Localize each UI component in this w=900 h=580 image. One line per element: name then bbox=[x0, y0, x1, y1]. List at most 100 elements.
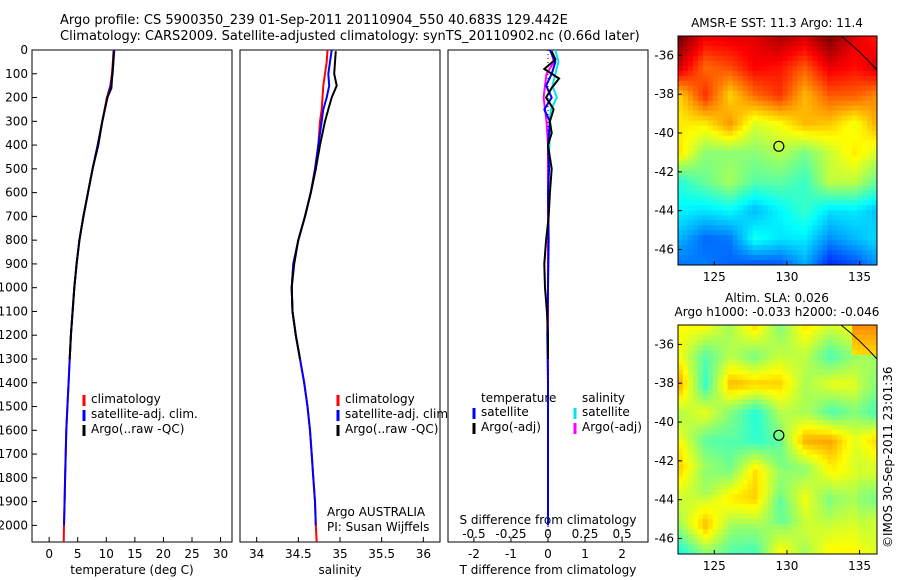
sst-map-cell bbox=[812, 75, 818, 82]
sst-map-cell bbox=[682, 210, 689, 216]
sla-map-cell bbox=[792, 339, 798, 346]
sst-map-cell bbox=[737, 95, 744, 102]
sst-map-cell bbox=[857, 130, 863, 136]
sla-map-cell bbox=[867, 464, 873, 470]
sla-map-cell bbox=[678, 439, 684, 445]
sst-map-cell bbox=[707, 40, 714, 47]
sst-map-cell bbox=[807, 170, 813, 176]
sst-map-cell bbox=[722, 215, 729, 221]
sst-map-cell bbox=[712, 235, 719, 241]
sst-map-cell bbox=[777, 175, 783, 181]
sla-map-cell bbox=[872, 509, 878, 515]
sla-map-cell bbox=[747, 394, 754, 401]
sla-map-cell bbox=[802, 339, 808, 346]
sla-map-cell bbox=[722, 339, 729, 346]
sla-map-cell bbox=[842, 544, 848, 550]
sla-map-cell bbox=[722, 484, 729, 490]
sla-map-cell bbox=[762, 494, 768, 500]
sst-map-cell bbox=[822, 200, 828, 206]
sst-map-cell bbox=[867, 165, 873, 171]
sst-map-cell bbox=[752, 195, 759, 201]
sla-map-cell bbox=[678, 434, 684, 440]
sla-map-cell bbox=[702, 474, 709, 480]
sla-map-cell bbox=[732, 379, 739, 386]
sla-map-cell bbox=[852, 334, 858, 341]
sla-map-cell bbox=[707, 514, 714, 520]
sst-map-cell bbox=[867, 36, 873, 42]
sst-map-cell bbox=[732, 36, 739, 42]
sla-map-cell bbox=[727, 474, 734, 480]
sla-map-cell bbox=[732, 404, 739, 411]
sst-map-cell bbox=[777, 110, 783, 117]
sst-map-cell bbox=[752, 200, 759, 206]
sla-map-cell bbox=[837, 419, 843, 425]
sla-map-cell bbox=[682, 419, 689, 425]
sla-map-cell bbox=[852, 484, 858, 490]
sla-map-ytick-label: -40 bbox=[654, 415, 674, 429]
sla-map-cell bbox=[792, 464, 798, 470]
sla-map-cell bbox=[767, 499, 773, 505]
sla-map-cell bbox=[842, 464, 848, 470]
sst-map-cell bbox=[782, 145, 788, 151]
sla-map-cell bbox=[782, 429, 788, 435]
sst-map-cell bbox=[817, 90, 823, 97]
sst-map-cell bbox=[812, 230, 818, 236]
sst-map-cell bbox=[717, 195, 724, 201]
sla-map-cell bbox=[812, 529, 818, 535]
sla-map-cell bbox=[707, 399, 714, 406]
sla-map-cell bbox=[807, 419, 813, 425]
sla-map-cell bbox=[777, 384, 783, 391]
sst-map-cell bbox=[737, 80, 744, 87]
sst-map-cell bbox=[817, 160, 823, 166]
sla-map-cell bbox=[727, 529, 734, 535]
sla-map-cell bbox=[767, 354, 773, 361]
sst-map-cell bbox=[707, 160, 714, 166]
sst-map-cell bbox=[702, 185, 709, 191]
sla-map-cell bbox=[767, 374, 773, 381]
sla-map-cell bbox=[872, 424, 878, 430]
sla-map-cell bbox=[862, 489, 868, 495]
sla-map-cell bbox=[722, 524, 729, 530]
sla-map-cell bbox=[697, 494, 704, 500]
sst-map-cell bbox=[792, 205, 798, 211]
sla-map-cell bbox=[742, 479, 749, 485]
sla-map-cell bbox=[707, 499, 714, 505]
sla-map-cell bbox=[682, 459, 689, 465]
sst-map-cell bbox=[802, 100, 808, 107]
sst-map-cell bbox=[857, 140, 863, 146]
sst-map-cell bbox=[852, 85, 858, 92]
sst-map-cell bbox=[852, 230, 858, 236]
sla-map-cell bbox=[857, 434, 863, 440]
sla-map-cell bbox=[812, 519, 818, 525]
sla-map-cell bbox=[857, 394, 863, 401]
sst-map-cell bbox=[812, 160, 818, 166]
sla-map-cell bbox=[697, 504, 704, 510]
sst-map-cell bbox=[822, 135, 828, 141]
sla-map-cell bbox=[692, 429, 699, 435]
sst-map-cell bbox=[802, 50, 808, 57]
sst-map-cell bbox=[787, 125, 793, 131]
sst-map-cell bbox=[692, 130, 699, 136]
sla-map-cell bbox=[812, 404, 818, 411]
sla-map-cell bbox=[832, 494, 838, 500]
sla-map-cell bbox=[807, 325, 813, 331]
sla-map-cell bbox=[682, 509, 689, 515]
sst-map-cell bbox=[872, 255, 878, 261]
sla-map-cell bbox=[862, 329, 868, 336]
sla-map-cell bbox=[852, 534, 858, 540]
sla-map-cell bbox=[687, 429, 694, 435]
sla-map-cell bbox=[782, 349, 788, 356]
sla-map-cell bbox=[752, 509, 759, 515]
sst-map-cell bbox=[857, 125, 863, 131]
sst-map-cell bbox=[782, 80, 788, 87]
sst-map-cell bbox=[737, 225, 744, 231]
sla-map-cell bbox=[837, 339, 843, 346]
sla-map-cell bbox=[678, 519, 684, 525]
sst-map-cell bbox=[762, 120, 768, 127]
sst-map-cell bbox=[807, 215, 813, 221]
sla-map-cell bbox=[722, 514, 729, 520]
sla-map-cell bbox=[782, 414, 788, 420]
sla-map-cell bbox=[837, 329, 843, 336]
sst-map-cell bbox=[717, 55, 724, 62]
